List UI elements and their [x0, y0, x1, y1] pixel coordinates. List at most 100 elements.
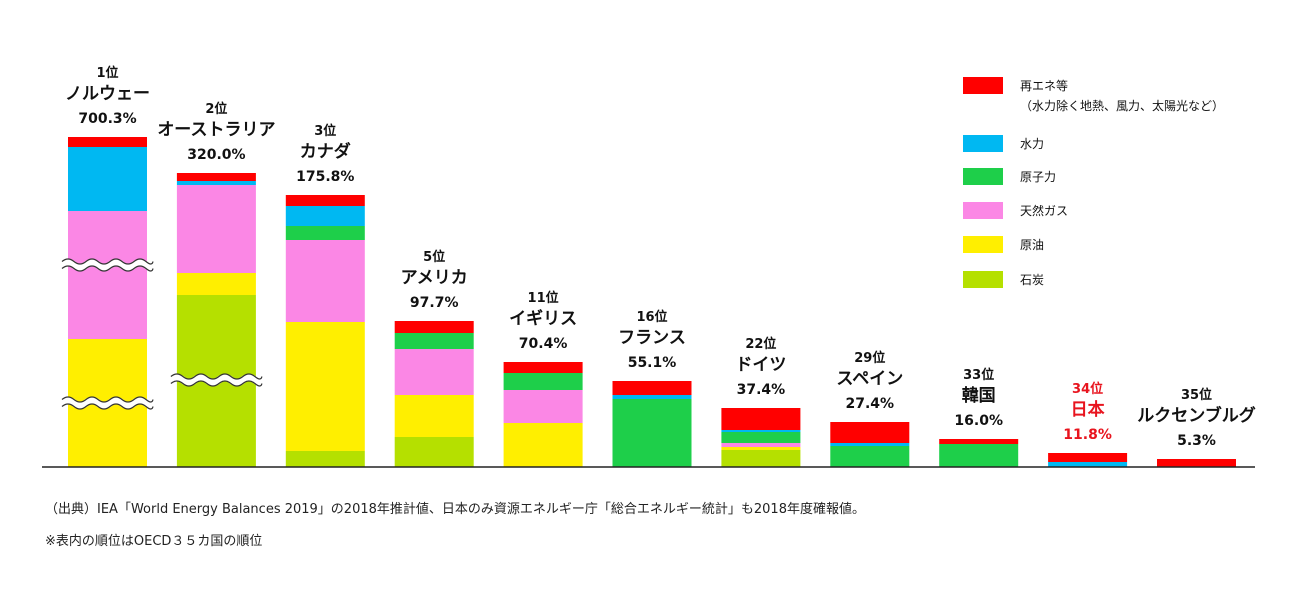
bar-segment-oil-2: [285, 322, 365, 451]
bar-segment-hydro-2: [285, 206, 365, 226]
bar-segment-oil-4: [503, 423, 583, 467]
bar-total-label: 320.0%: [187, 147, 245, 163]
bar-rank-label: 29位: [854, 350, 885, 366]
bar-segment-renew-0: [68, 137, 147, 147]
bar-segment-nuclear-2: [285, 226, 365, 240]
legend-swatch-nuclear: [963, 168, 1003, 185]
legend-swatch-hydro: [963, 135, 1003, 152]
bar-segment-renew-10: [1157, 459, 1236, 467]
bar-segment-oil-3: [394, 395, 474, 437]
source-footnote: （出典）IEA「World Energy Balances 2019」の2018…: [45, 502, 865, 517]
bar-segment-hydro-7: [830, 443, 910, 446]
bar-segment-gas-2: [285, 240, 365, 322]
bar-segment-gas-6: [721, 443, 801, 447]
bar-segment-gas-3: [394, 349, 474, 395]
axis-break-line: [170, 373, 263, 380]
bar-segment-renew-3: [394, 321, 474, 333]
bar-segment-coal-2: [285, 451, 365, 467]
bar-rank-label: 16位: [636, 309, 667, 325]
bar-segment-renew-5: [612, 381, 692, 395]
bar-segment-nuclear-3: [394, 333, 474, 349]
bar-segment-gas-4: [503, 390, 583, 423]
bar-segment-nuclear-4: [503, 373, 583, 390]
bar-country-label: フランス: [618, 328, 686, 348]
bar-segment-renew-1: [176, 173, 256, 181]
bar-country-label: カナダ: [300, 141, 351, 162]
bar-total-label: 70.4%: [519, 336, 568, 352]
bar-labels-group: 700.3% ノルウェー 1位 320.0% オーストラリア 2位 175.8% カナダ 3位 9…: [65, 65, 1256, 449]
bar-total-label: 175.8%: [296, 169, 354, 185]
legend-label-gas: 天然ガス: [1020, 203, 1068, 218]
legend-label-hydro: 水力: [1020, 137, 1044, 151]
bar-total-label: 27.4%: [846, 396, 895, 412]
legend-swatch-gas: [963, 202, 1003, 219]
bar-country-label: ノルウェー: [65, 84, 150, 104]
bar-total-label: 11.8%: [1063, 427, 1112, 443]
ranking-footnote: ※表内の順位はOECD３５カ国の順位: [45, 534, 263, 549]
bar-rank-label: 5位: [423, 249, 445, 265]
bar-rank-label: 34位: [1072, 381, 1103, 397]
axis-break-line: [61, 265, 154, 272]
bar-segment-hydro-9: [1048, 462, 1128, 467]
bar-segment-nuclear-5: [612, 399, 692, 467]
bar-rank-label: 35位: [1181, 387, 1212, 403]
bar-country-label: オーストラリア: [157, 120, 275, 140]
bar-segment-renew-7: [830, 422, 910, 443]
bar-segment-hydro-6: [721, 430, 801, 432]
bar-segment-renew-6: [721, 408, 801, 430]
bar-segment-oil-6: [721, 447, 801, 450]
axis-break-band: [168, 374, 266, 386]
bar-segment-hydro-1: [176, 181, 256, 185]
bar-segment-hydro-5: [612, 395, 692, 399]
bar-rank-label: 22位: [745, 336, 776, 352]
bar-country-label: スペイン: [836, 369, 903, 389]
bars-group: [68, 137, 1236, 467]
bar-segment-renew-9: [1048, 453, 1128, 462]
legend-swatch-coal: [963, 271, 1003, 288]
legend-swatch-oil: [963, 236, 1003, 253]
legend-label-renew: 再エネ等: [1020, 79, 1068, 93]
bar-total-label: 37.4%: [737, 382, 786, 398]
bar-rank-label: 11位: [528, 290, 559, 306]
bar-total-label: 5.3%: [1177, 433, 1216, 449]
bar-segment-coal-6: [721, 450, 801, 467]
bar-segment-hydro-0: [68, 147, 147, 211]
bar-country-label: ドイツ: [735, 355, 786, 375]
legend-label-renew-detail: （水力除く地熱、風力、太陽光など）: [1020, 98, 1224, 113]
bar-segment-gas-1: [176, 185, 256, 273]
axis-break-band: [59, 397, 157, 409]
bar-segment-gas-0: [68, 211, 147, 339]
legend-label-oil: 原油: [1020, 238, 1044, 252]
legend-label-coal: 石炭: [1020, 273, 1044, 287]
bar-segment-oil-1: [176, 273, 256, 295]
bar-total-label: 16.0%: [954, 413, 1003, 429]
bar-rank-label: 2位: [205, 101, 227, 117]
bar-country-label: アメリカ: [401, 268, 468, 288]
bar-segment-renew-2: [285, 195, 365, 206]
bar-segment-nuclear-8: [939, 444, 1019, 467]
bar-total-label: 97.7%: [410, 295, 459, 311]
bar-country-label: イギリス: [509, 309, 577, 329]
legend-label-nuclear: 原子力: [1020, 170, 1056, 184]
bar-country-label: ルクセンブルグ: [1137, 405, 1256, 426]
bar-segment-renew-8: [939, 439, 1019, 444]
axis-break-line: [170, 380, 263, 387]
bar-rank-label: 1位: [96, 65, 118, 81]
bar-segment-nuclear-6: [721, 432, 801, 443]
legend-swatch-renew: [963, 77, 1003, 94]
bar-segment-coal-3: [394, 437, 474, 467]
bar-total-label: 700.3%: [78, 111, 136, 127]
bar-country-label: 日本: [1071, 399, 1105, 420]
axis-break-line: [61, 403, 154, 410]
bar-rank-label: 33位: [963, 367, 994, 383]
bar-rank-label: 3位: [314, 123, 336, 139]
axis-break-line: [61, 396, 154, 403]
bar-country-label: 韓国: [962, 385, 996, 406]
bar-total-label: 55.1%: [628, 355, 677, 371]
bar-segment-renew-4: [503, 362, 583, 373]
axis-break-band: [59, 259, 157, 271]
axis-breaks-group: [59, 258, 266, 410]
axis-break-line: [61, 258, 154, 265]
